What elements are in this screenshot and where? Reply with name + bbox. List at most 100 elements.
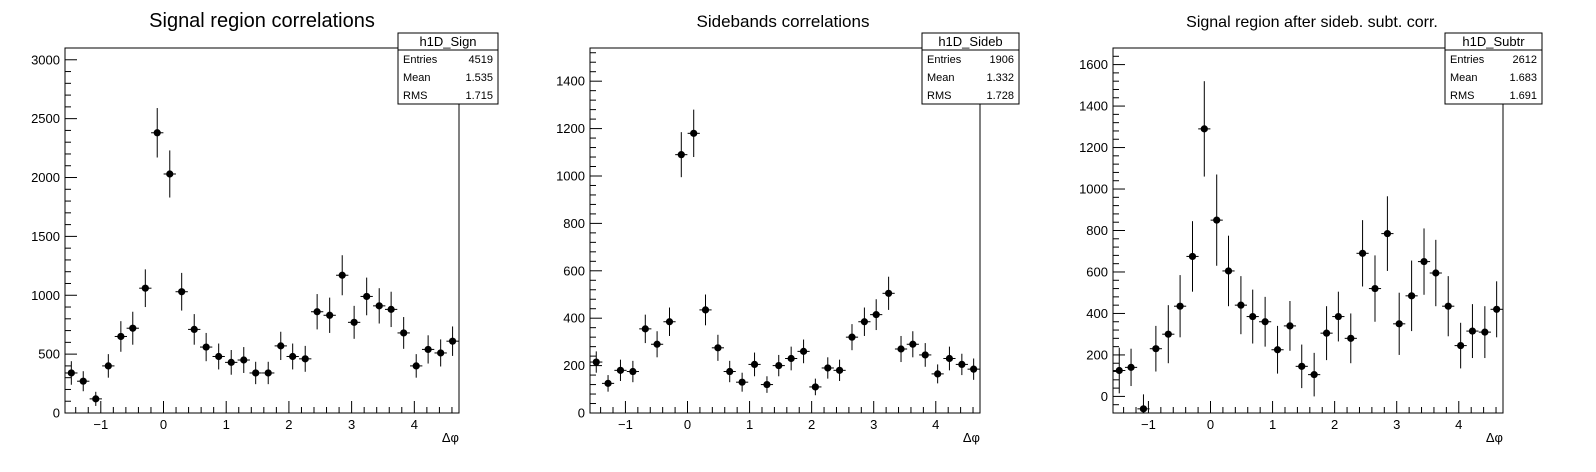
x-axis-label: Δφ [442,430,459,445]
data-point [384,291,398,328]
stats-value: 1906 [990,54,1014,66]
data-point [967,358,980,380]
data-point [1344,313,1357,364]
point-marker [1334,312,1342,321]
data-point [1381,196,1394,271]
data-point [1124,348,1138,387]
y-tick-label: 1400 [1079,99,1108,114]
data-point [663,307,676,336]
data-point [1393,292,1406,355]
point-marker [400,329,408,337]
point-marker [799,347,808,355]
data-point [845,324,859,351]
y-tick-label: 0 [1101,389,1108,404]
data-point [102,354,115,378]
data-point [77,371,90,392]
data-point [274,331,287,361]
y-tick-label: 800 [563,216,585,231]
y-tick-label: 400 [563,311,585,326]
data-point [797,339,810,364]
point-marker [1371,284,1379,293]
point-marker [1310,371,1318,379]
y-tick-label: 1000 [556,168,585,183]
data-point [1137,394,1150,413]
x-tick-label: 2 [285,417,292,432]
data-point [336,255,349,296]
point-marker [677,151,685,159]
point-marker [958,360,966,369]
x-tick-label: 3 [348,417,355,432]
point-marker [787,354,795,363]
stats-box-title: h1D_Sign [419,34,476,49]
point-marker [701,306,710,314]
y-tick-label: 1200 [556,121,585,136]
chart-panel-3: Signal region after sideb. subt. corr. 0 2… [1079,14,1543,445]
data-point [723,360,736,383]
x-tick-label: 4 [932,417,939,432]
point-marker [909,340,917,348]
point-marker [1176,302,1184,310]
point-marker [1213,216,1221,224]
x-axis-label: Δφ [963,430,980,445]
point-marker [117,332,125,341]
data-point [639,314,652,344]
data-point [249,361,262,385]
stats-value: 1.691 [1509,90,1537,102]
plot-frame [589,47,981,414]
data-point [626,360,639,383]
data-point [126,311,139,345]
data-point [1490,281,1503,338]
x-tick-label: 4 [1455,417,1462,432]
stats-value: 1.683 [1509,72,1537,84]
data-point [711,334,725,361]
y-tick-label: 200 [563,358,585,373]
chart-title: Signal region after sideb. subt. corr. [1186,14,1438,31]
data-point [310,294,324,330]
point-marker [424,345,432,354]
data-point [1368,255,1382,322]
chart-panel-2: Sidebands correlations 0 200 400 600 800 1000 1… [556,12,1020,445]
data-point [1173,275,1187,338]
point-marker [885,289,893,297]
point-marker [934,370,942,378]
y-tick-label: 2000 [31,170,60,185]
data-point [919,343,932,367]
data-point [894,335,908,363]
stats-value: 1.535 [465,72,493,84]
point-marker [301,355,309,363]
point-marker [1127,363,1135,371]
stats-box-frame [397,32,499,105]
data-point [1259,296,1272,347]
data-point [151,108,164,158]
data-point [601,375,615,392]
data-point [809,378,822,396]
x-tick-label: 0 [684,417,691,432]
data-point [397,317,410,349]
point-marker [1493,305,1501,313]
y-tick-label: 1600 [1079,57,1108,72]
point-marker [1383,230,1392,238]
point-marker [653,340,661,348]
point-marker [1286,322,1294,330]
y-tick-label: 800 [1086,223,1108,238]
point-marker [79,377,87,385]
data-point [1295,344,1308,389]
data-point [675,132,688,178]
point-marker [592,358,600,366]
point-marker [641,325,649,333]
point-marker [240,356,248,364]
data-point [1234,276,1248,335]
data-point [1246,289,1259,344]
point-marker [1224,267,1233,275]
y-tick-label: 1000 [31,288,60,303]
data-point [212,343,225,370]
data-point [906,331,919,358]
point-marker [190,325,198,334]
point-marker [412,362,420,370]
point-marker [264,369,272,377]
data-point [1442,276,1455,337]
data-point [237,347,250,373]
data-point [650,331,664,358]
data-point [410,354,423,378]
stats-label: Mean [927,72,955,84]
